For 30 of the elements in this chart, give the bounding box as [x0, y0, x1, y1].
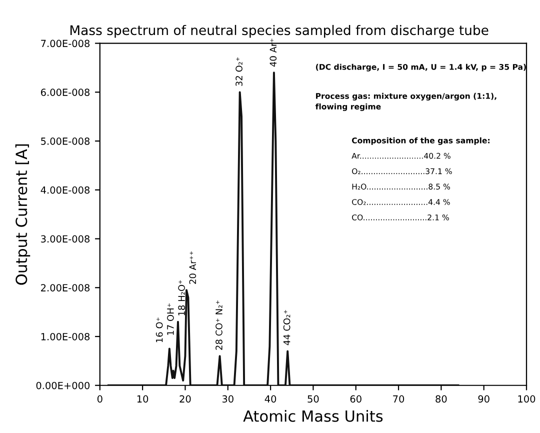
chart-title: Mass spectrum of neutral species sampled from discharge tube [70, 24, 488, 38]
annotation: 28 CO⁺ N₂⁺ [216, 300, 222, 350]
annotation: 32 O₂⁺ [236, 57, 242, 86]
y-tick-label: 3.00E-008 [41, 235, 90, 243]
annotation: 17 OH⁺ [167, 303, 174, 335]
annotation: 40 Ar⁺ [270, 38, 277, 67]
x-tick-label: 100 [518, 395, 536, 403]
y-tick-label: 0.00E+000 [36, 382, 90, 390]
x-tick-label: 0 [97, 395, 102, 403]
annotation: 20 Ar⁺⁺ [189, 251, 196, 284]
x-tick-label: 40 [264, 395, 276, 403]
x-tick-label: 60 [350, 395, 362, 403]
x-axis-title: Atomic Mass Units [243, 410, 383, 422]
x-tick-label: 10 [137, 395, 148, 403]
y-tick-label: 2.00E-008 [41, 284, 90, 292]
x-tick-label: 90 [478, 395, 490, 403]
x-tick-label: 20 [180, 395, 191, 403]
y-tick-label: 6.00E-008 [41, 88, 90, 96]
x-tick-label: 80 [436, 395, 447, 403]
y-tick-label: 5.00E-008 [41, 138, 90, 145]
annotation: 16 O⁺ [156, 318, 163, 342]
y-tick-label: 7.00E-008 [41, 40, 90, 48]
y-axis-title: Output Current [A] [15, 144, 30, 285]
y-tick-label: 4.00E-008 [40, 186, 90, 194]
annotation: 18 H₂O⁺ [178, 280, 185, 316]
y-tick-label: 1.00E-008 [41, 332, 90, 340]
annotation: 44 CO₂⁺ [283, 310, 290, 346]
x-tick-label: 70 [393, 395, 404, 403]
x-tick-label: 50 [308, 395, 319, 403]
x-tick-label: 30 [222, 395, 234, 403]
